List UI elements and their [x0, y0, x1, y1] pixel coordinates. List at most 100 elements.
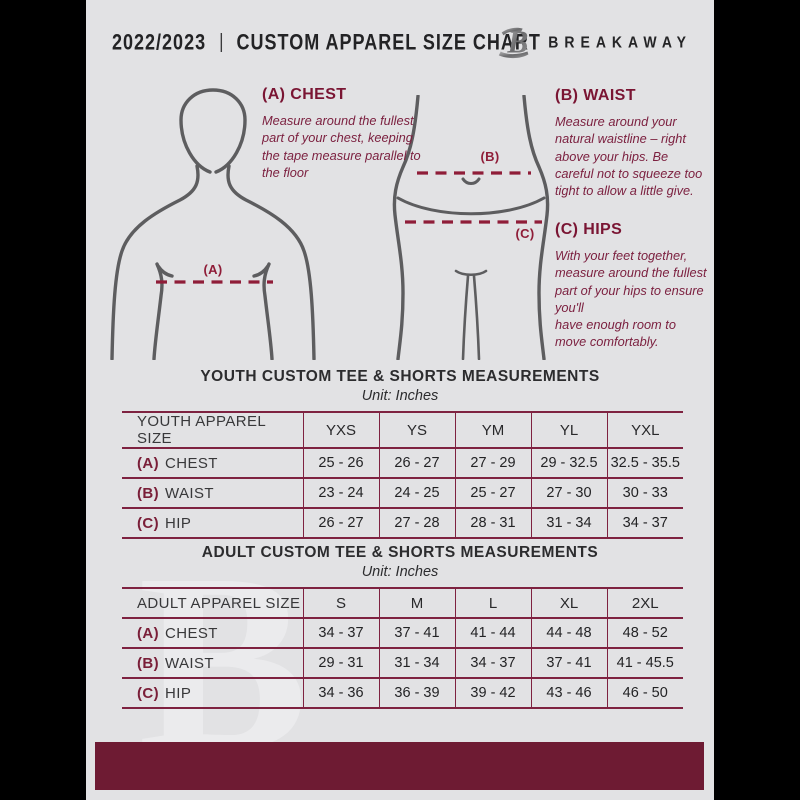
chest-instructions-body: Measure around the fullest part of your … [262, 113, 421, 180]
size-col-header: YXL [606, 411, 683, 448]
row-marker: (A) [137, 624, 160, 642]
hips-instructions-body: With your feet together, measure around … [555, 248, 707, 350]
brand-name: BREAKAWAY [548, 32, 692, 52]
youth-chest-row: (A) CHEST 25 - 26 26 - 27 27 - 29 29 - 32… [122, 447, 683, 478]
adult-size-header-label: ADULT APPAREL SIZE [122, 587, 303, 618]
table-cell: 27 - 29 [454, 447, 531, 478]
youth-waist-row: (B) WAIST 23 - 24 24 - 25 25 - 27 27 - 30… [122, 477, 683, 508]
table-cell: 34 - 37 [454, 647, 531, 678]
table-cell: 30 - 33 [606, 477, 683, 508]
chest-instructions: (A) CHEST Measure around the fullest par… [262, 86, 426, 181]
row-label-text: WAIST [165, 654, 214, 672]
size-col-header: 2XL [606, 587, 683, 618]
table-cell: 27 - 28 [378, 507, 455, 539]
table-cell: 48 - 52 [606, 617, 683, 648]
adult-hip-row: (C) HIP 34 - 36 36 - 39 39 - 42 43 - 46 4… [122, 677, 683, 709]
size-col-header: L [454, 587, 531, 618]
table-cell: 31 - 34 [378, 647, 455, 678]
table-cell: 37 - 41 [378, 617, 455, 648]
table-cell: 41 - 45.5 [606, 647, 683, 678]
row-label: (B) WAIST [122, 477, 303, 508]
upper-body-figure [110, 88, 316, 360]
row-marker: (C) [137, 514, 160, 532]
hips-instructions-title: (C) HIPS [555, 221, 623, 238]
row-label-text: HIP [165, 514, 192, 532]
adult-table-unit: Unit: Inches [361, 564, 439, 580]
row-label: (C) HIP [122, 677, 303, 709]
page-title: CUSTOM APPAREL SIZE CHART [236, 28, 541, 54]
waist-instructions-body: Measure around your natural waistline – … [555, 114, 703, 199]
size-col-header: YS [378, 411, 455, 448]
size-col-header: YXS [302, 411, 379, 448]
table-cell: 34 - 36 [302, 677, 379, 709]
table-cell: 25 - 27 [454, 477, 531, 508]
row-label: (C) HIP [122, 507, 303, 539]
size-col-header: YL [530, 411, 607, 448]
table-cell: 27 - 30 [530, 477, 607, 508]
row-label: (B) WAIST [122, 647, 303, 678]
row-label: (A) CHEST [122, 447, 303, 478]
header-divider: | [219, 30, 224, 53]
adult-table-heading: ADULT CUSTOM TEE & SHORTS MEASUREMENTS U… [86, 544, 714, 580]
row-label-text: CHEST [165, 454, 218, 472]
adult-chest-row: (A) CHEST 34 - 37 37 - 41 41 - 44 44 - 48… [122, 617, 683, 648]
youth-table-title: YOUTH CUSTOM TEE & SHORTS MEASUREMENTS [200, 368, 600, 385]
document-header: 2022/2023 | CUSTOM APPAREL SIZE CHART [112, 22, 541, 62]
svg-text:B: B [507, 25, 529, 60]
waist-instructions-title: (B) WAIST [555, 87, 636, 104]
youth-header-row: YOUTH APPAREL SIZE YXS YS YM YL YXL [122, 411, 683, 448]
youth-table-heading: YOUTH CUSTOM TEE & SHORTS MEASUREMENTS U… [86, 368, 714, 404]
youth-size-header-label: YOUTH APPAREL SIZE [122, 411, 303, 448]
size-col-header: XL [530, 587, 607, 618]
table-cell: 39 - 42 [454, 677, 531, 709]
table-cell: 32.5 - 35.5 [606, 447, 683, 478]
lower-body-figure [392, 95, 550, 360]
table-cell: 29 - 32.5 [530, 447, 607, 478]
brand-block: B BREAKAWAY [495, 20, 692, 64]
header-year: 2022/2023 [112, 28, 207, 54]
table-cell: 41 - 44 [454, 617, 531, 648]
table-cell: 43 - 46 [530, 677, 607, 709]
row-marker: (B) [137, 484, 160, 502]
table-cell: 31 - 34 [530, 507, 607, 539]
table-cell: 26 - 27 [302, 507, 379, 539]
footer-accent-bar [95, 742, 704, 790]
row-marker: (B) [137, 654, 160, 672]
table-cell: 26 - 27 [378, 447, 455, 478]
row-label: (A) CHEST [122, 617, 303, 648]
youth-hip-row: (C) HIP 26 - 27 27 - 28 28 - 31 31 - 34 3… [122, 507, 683, 539]
row-label-text: CHEST [165, 624, 218, 642]
adult-waist-row: (B) WAIST 29 - 31 31 - 34 34 - 37 37 - 41… [122, 647, 683, 678]
adult-table-title: ADULT CUSTOM TEE & SHORTS MEASUREMENTS [201, 544, 599, 561]
size-col-header: M [378, 587, 455, 618]
table-cell: 25 - 26 [302, 447, 379, 478]
letterbox-left [0, 0, 86, 800]
size-chart-page: B 2022/2023 | CUSTOM APPAREL SIZE CHART … [86, 0, 714, 800]
row-label-text: WAIST [165, 484, 214, 502]
adult-header-row: ADULT APPAREL SIZE S M L XL 2XL [122, 587, 683, 618]
table-cell: 29 - 31 [302, 647, 379, 678]
size-col-header: S [302, 587, 379, 618]
size-col-header: YM [454, 411, 531, 448]
breakaway-logo-icon: B [499, 25, 529, 60]
chest-marker-label: (A) [203, 262, 223, 277]
table-cell: 36 - 39 [378, 677, 455, 709]
table-cell: 23 - 24 [302, 477, 379, 508]
chest-instructions-title: (A) CHEST [262, 86, 347, 103]
adult-size-table: ADULT APPAREL SIZE S M L XL 2XL (A) CHEST… [122, 587, 683, 709]
table-cell: 44 - 48 [530, 617, 607, 648]
waist-instructions: (B) WAIST Measure around your natural wa… [555, 87, 707, 199]
table-cell: 28 - 31 [454, 507, 531, 539]
table-cell: 46 - 50 [606, 677, 683, 709]
table-cell: 34 - 37 [606, 507, 683, 539]
row-label-text: HIP [165, 684, 192, 702]
table-cell: 34 - 37 [302, 617, 379, 648]
youth-size-table: YOUTH APPAREL SIZE YXS YS YM YL YXL (A) C… [122, 411, 683, 539]
table-cell: 24 - 25 [378, 477, 455, 508]
row-marker: (A) [137, 454, 160, 472]
hips-instructions: (C) HIPS With your feet together, measur… [555, 221, 707, 351]
letterbox-right [714, 0, 800, 800]
waist-marker-label: (B) [480, 149, 500, 164]
table-cell: 37 - 41 [530, 647, 607, 678]
hips-marker-label: (C) [515, 226, 535, 241]
